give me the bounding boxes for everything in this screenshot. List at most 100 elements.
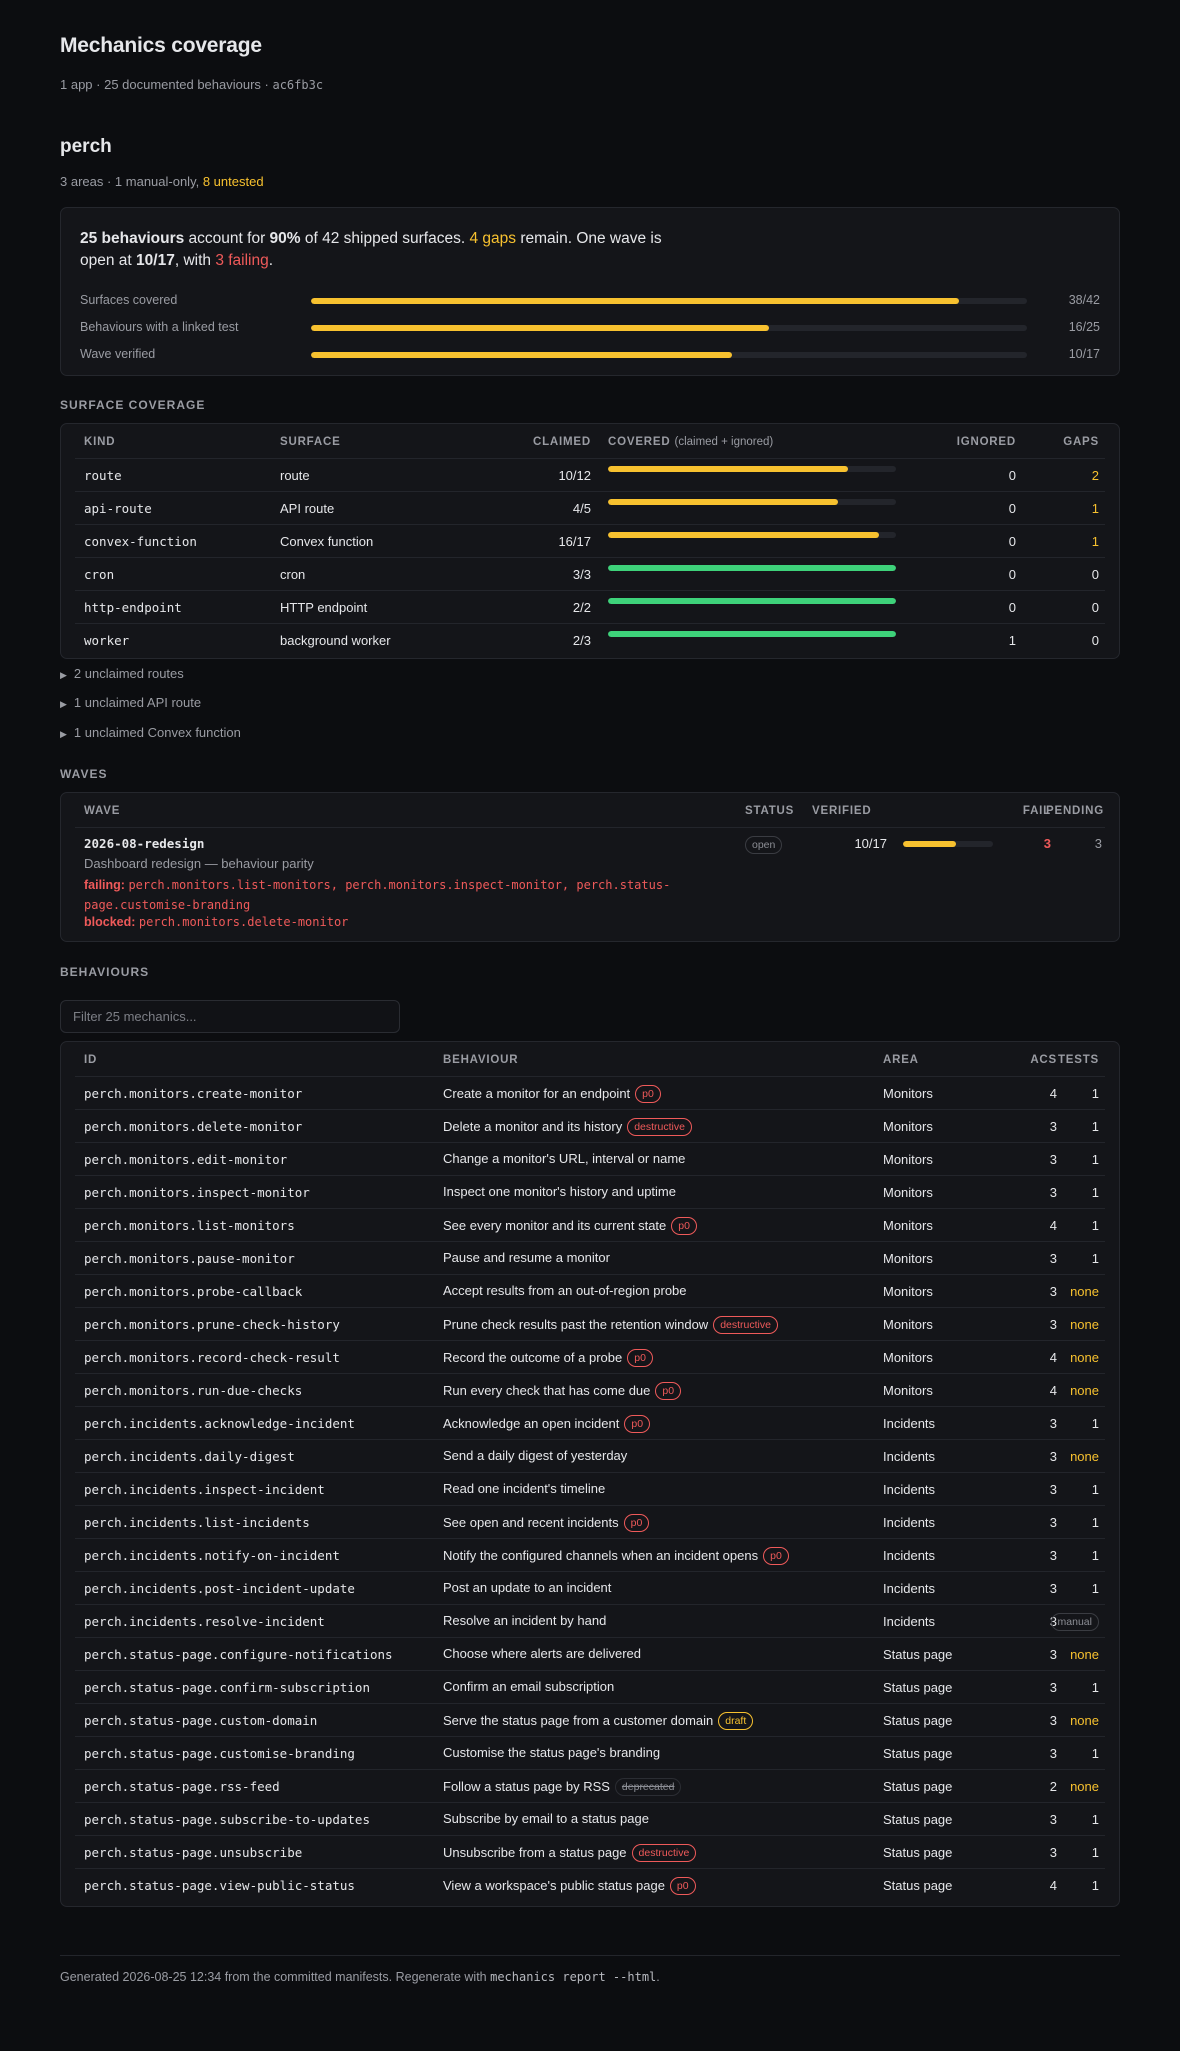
surface-covered-bar <box>608 631 896 637</box>
behaviour-area: Status page <box>883 1779 953 1794</box>
behaviour-row[interactable]: perch.monitors.delete-monitor Delete a mo… <box>75 1109 1105 1142</box>
surface-row[interactable]: worker background worker 2/3 1 0 <box>75 623 1105 656</box>
behaviour-area: Status page <box>883 1647 953 1662</box>
behaviour-id: perch.status-page.confirm-subscription <box>84 1680 370 1695</box>
behaviour-row[interactable]: perch.status-page.configure-notification… <box>75 1637 1105 1670</box>
behaviour-row[interactable]: perch.status-page.unsubscribe Unsubscribe… <box>75 1835 1105 1868</box>
behaviour-area: Status page <box>883 1746 953 1761</box>
footer-end: . <box>656 1970 660 1984</box>
wave-failing-items: perch.monitors.list-monitors, perch.moni… <box>84 878 671 912</box>
behaviour-row[interactable]: perch.monitors.create-monitor Create a mo… <box>75 1076 1105 1109</box>
behaviour-tag: destructive <box>631 1844 697 1862</box>
summary-meter-value: 16/25 <box>1068 320 1100 334</box>
surface-row[interactable]: cron cron 3/3 0 0 <box>75 557 1105 590</box>
unclaimed-api-routes-toggle[interactable]: ▶ 1 unclaimed API route <box>60 695 201 710</box>
behaviour-tests: 1 <box>1091 1119 1099 1134</box>
unclaimed-convex-functions-toggle[interactable]: ▶ 1 unclaimed Convex function <box>60 725 241 740</box>
surface-row[interactable]: route route 10/12 0 2 <box>75 458 1105 491</box>
behaviour-tag: p0 <box>655 1382 682 1400</box>
behaviour-description: Record the outcome of a probe p0 <box>443 1349 653 1367</box>
behaviour-acs: 3 <box>1049 1185 1057 1200</box>
behaviour-row[interactable]: perch.status-page.confirm-subscription Co… <box>75 1670 1105 1703</box>
behaviour-text: Read one incident's timeline <box>443 1481 606 1496</box>
behaviour-tag: destructive <box>627 1118 692 1136</box>
behaviour-description: See open and recent incidents p0 <box>443 1514 650 1532</box>
behaviour-row[interactable]: perch.incidents.notify-on-incident Notify… <box>75 1538 1105 1571</box>
col-tests: TESTS <box>1057 1054 1099 1066</box>
footer-command: mechanics report --html <box>490 1970 657 1984</box>
surface-kind: convex-function <box>84 534 197 549</box>
behaviour-id: perch.status-page.rss-feed <box>84 1779 280 1794</box>
unclaimed-routes-toggle[interactable]: ▶ 2 unclaimed routes <box>60 666 184 681</box>
behaviour-area: Monitors <box>883 1350 933 1365</box>
surface-ignored: 0 <box>1008 534 1016 549</box>
behaviour-row[interactable]: perch.monitors.list-monitors See every mo… <box>75 1208 1105 1241</box>
behaviour-acs: 3 <box>1049 1581 1057 1596</box>
behaviour-row[interactable]: perch.monitors.pause-monitor Pause and re… <box>75 1241 1105 1274</box>
behaviour-row[interactable]: perch.incidents.post-incident-update Post… <box>75 1571 1105 1604</box>
summary-meter: Behaviours with a linked test 16/25 <box>80 319 1100 335</box>
behaviour-text: Change a monitor's URL, interval or name <box>443 1151 686 1166</box>
col-ignored: IGNORED <box>956 436 1016 448</box>
behaviours-filter-input[interactable] <box>60 1000 400 1033</box>
behaviour-row[interactable]: perch.monitors.run-due-checks Run every c… <box>75 1373 1105 1406</box>
behaviours-table: ID BEHAVIOUR AREA ACS TESTS perch.monito… <box>60 1041 1120 1907</box>
behaviour-acs: 3 <box>1049 1845 1057 1860</box>
wave-row[interactable]: 2026-08-redesign Dashboard redesign — be… <box>75 827 1105 941</box>
behaviour-id: perch.status-page.view-public-status <box>84 1878 355 1893</box>
surface-row[interactable]: http-endpoint HTTP endpoint 2/2 0 0 <box>75 590 1105 623</box>
behaviour-row[interactable]: perch.incidents.daily-digest Send a daily… <box>75 1439 1105 1472</box>
behaviour-description: Serve the status page from a customer do… <box>443 1712 754 1730</box>
behaviour-row[interactable]: perch.incidents.resolve-incident Resolve … <box>75 1604 1105 1637</box>
col-pending: PENDING <box>1046 805 1104 817</box>
behaviour-acs: 3 <box>1049 1548 1057 1563</box>
page-title: Mechanics coverage <box>60 34 262 57</box>
summary-text-part: , with <box>174 252 216 269</box>
behaviour-row[interactable]: perch.status-page.customise-branding Cust… <box>75 1736 1105 1769</box>
behaviour-row[interactable]: perch.status-page.rss-feed Follow a statu… <box>75 1769 1105 1802</box>
behaviour-row[interactable]: perch.status-page.view-public-status View… <box>75 1868 1105 1901</box>
behaviour-area: Status page <box>883 1845 953 1860</box>
behaviour-acs: 3 <box>1049 1515 1057 1530</box>
disclosure-triangle-icon: ▶ <box>60 670 67 680</box>
behaviour-description: Choose where alerts are delivered <box>443 1646 641 1661</box>
surface-covered-bar-fill <box>608 466 848 472</box>
behaviour-row[interactable]: perch.incidents.list-incidents See open a… <box>75 1505 1105 1538</box>
behaviour-row[interactable]: perch.monitors.probe-callback Accept resu… <box>75 1274 1105 1307</box>
behaviour-tests: 1 <box>1091 1680 1099 1695</box>
surface-covered-bar-fill <box>608 598 896 604</box>
behaviour-row[interactable]: perch.monitors.prune-check-history Prune … <box>75 1307 1105 1340</box>
behaviour-description: Resolve an incident by hand <box>443 1613 606 1628</box>
col-status: STATUS <box>745 805 795 817</box>
behaviour-row[interactable]: perch.incidents.inspect-incident Read one… <box>75 1472 1105 1505</box>
behaviour-acs: 4 <box>1049 1350 1057 1365</box>
behaviour-id: perch.monitors.pause-monitor <box>84 1251 295 1266</box>
behaviour-row[interactable]: perch.status-page.subscribe-to-updates Su… <box>75 1802 1105 1835</box>
behaviour-id: perch.incidents.acknowledge-incident <box>84 1416 355 1431</box>
behaviour-description: Follow a status page by RSS deprecated <box>443 1778 682 1796</box>
col-surface: SURFACE <box>280 436 341 448</box>
behaviour-row[interactable]: perch.incidents.acknowledge-incident Ackn… <box>75 1406 1105 1439</box>
behaviour-row[interactable]: perch.monitors.record-check-result Record… <box>75 1340 1105 1373</box>
surface-covered-bar-fill <box>608 565 896 571</box>
behaviour-acs: 4 <box>1049 1383 1057 1398</box>
behaviour-description: View a workspace's public status page p0 <box>443 1877 696 1895</box>
surface-row[interactable]: api-route API route 4/5 0 1 <box>75 491 1105 524</box>
surface-ignored: 0 <box>1008 468 1016 483</box>
behaviour-description: Customise the status page's branding <box>443 1745 660 1760</box>
behaviour-area: Incidents <box>883 1614 936 1629</box>
wave-verified-bar <box>903 841 993 847</box>
behaviour-text: Post an update to an incident <box>443 1580 612 1595</box>
behaviour-row[interactable]: perch.status-page.custom-domain Serve the… <box>75 1703 1105 1736</box>
behaviour-id: perch.monitors.run-due-checks <box>84 1383 303 1398</box>
behaviour-row[interactable]: perch.monitors.edit-monitor Change a moni… <box>75 1142 1105 1175</box>
behaviour-tests: 1 <box>1091 1152 1099 1167</box>
behaviour-text: Run every check that has come due <box>443 1383 651 1398</box>
behaviour-acs: 3 <box>1049 1812 1057 1827</box>
surface-row[interactable]: convex-function Convex function 16/17 0 1 <box>75 524 1105 557</box>
behaviour-row[interactable]: perch.monitors.inspect-monitor Inspect on… <box>75 1175 1105 1208</box>
wave-status-badge: open <box>745 836 783 854</box>
page-subtitle: 1 app · 25 documented behaviours · ac6fb… <box>60 77 323 92</box>
surface-name: route <box>280 468 310 483</box>
col-covered-note: (claimed + ignored) <box>674 436 774 448</box>
